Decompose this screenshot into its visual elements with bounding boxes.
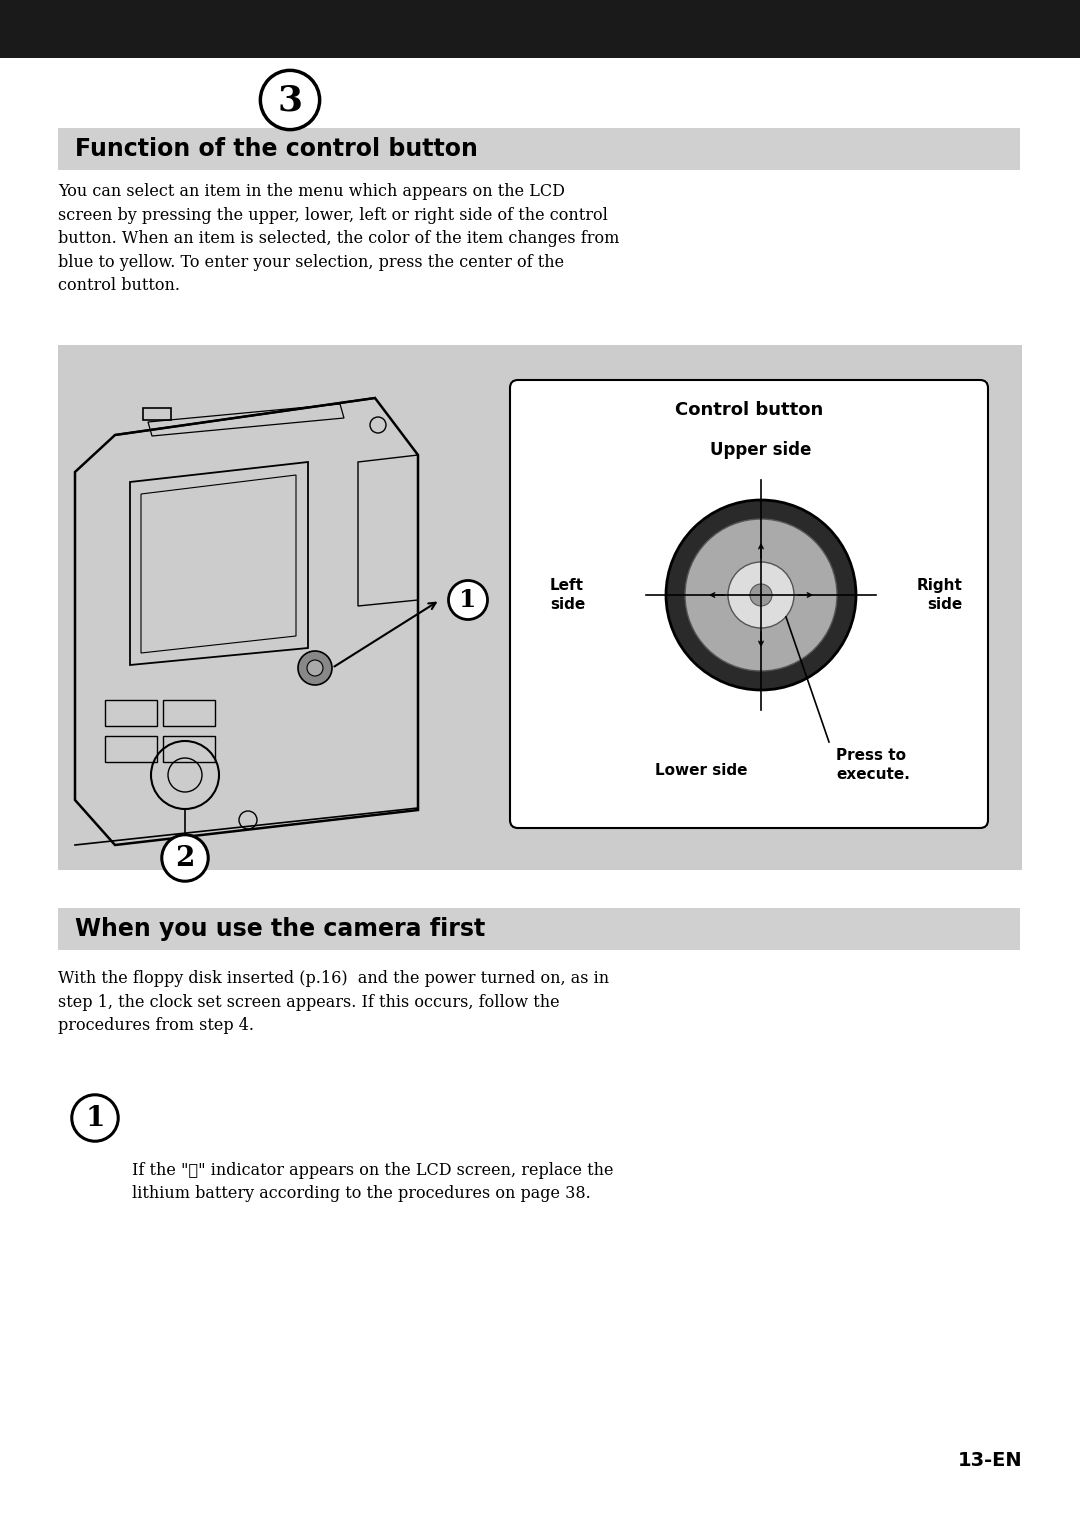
Text: 3: 3	[278, 82, 302, 117]
Text: Control button: Control button	[675, 401, 823, 419]
Text: Right
side: Right side	[916, 579, 962, 612]
Text: When you use the camera first: When you use the camera first	[75, 917, 485, 941]
Text: If the "⚓" indicator appears on the LCD screen, replace the
lithium battery acco: If the "⚓" indicator appears on the LCD …	[132, 1162, 613, 1203]
Circle shape	[298, 650, 332, 685]
Circle shape	[750, 583, 772, 606]
Text: 1: 1	[85, 1104, 105, 1132]
Text: Lower side: Lower side	[654, 763, 747, 778]
Text: 1: 1	[459, 588, 476, 612]
Text: You can select an item in the menu which appears on the LCD
screen by pressing t: You can select an item in the menu which…	[58, 183, 619, 294]
Bar	[143, 408, 171, 420]
Text: 13-EN: 13-EN	[957, 1450, 1022, 1470]
Bar	[163, 736, 215, 762]
Text: With the floppy disk inserted (p.16)  and the power turned on, as in
step 1, the: With the floppy disk inserted (p.16) and…	[58, 970, 609, 1034]
Bar	[105, 701, 157, 726]
Bar	[58, 908, 1020, 950]
Bar	[105, 736, 157, 762]
Text: Function of the control button: Function of the control button	[75, 137, 477, 161]
FancyBboxPatch shape	[510, 381, 988, 829]
Text: Press to
execute.: Press to execute.	[836, 748, 909, 781]
Bar	[163, 701, 215, 726]
Circle shape	[728, 562, 794, 627]
Text: 2: 2	[175, 844, 194, 871]
Bar	[58, 128, 1020, 171]
Circle shape	[666, 500, 856, 690]
Circle shape	[307, 659, 323, 676]
Circle shape	[685, 519, 837, 672]
Bar	[0, 0, 1080, 58]
Bar	[58, 346, 1022, 870]
Text: Left
side: Left side	[550, 579, 585, 612]
Text: Upper side: Upper side	[711, 442, 812, 458]
